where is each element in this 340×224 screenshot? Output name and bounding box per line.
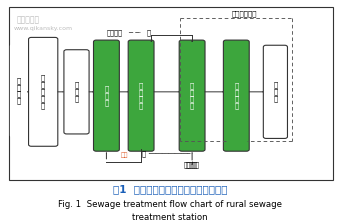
Text: treatment station: treatment station [132,213,208,222]
Text: 格
栅
井: 格 栅 井 [74,82,79,102]
Text: 光伏发电: 光伏发电 [184,161,200,168]
Text: 回流: 回流 [120,153,128,158]
Text: 鼓风机: 鼓风机 [186,162,198,168]
Text: 生
活
污
水: 生 活 污 水 [17,77,21,104]
FancyBboxPatch shape [10,44,28,137]
FancyBboxPatch shape [179,40,205,151]
Text: 图1  乡村污水处理站的污水处理流程图: 图1 乡村污水处理站的污水处理流程图 [113,184,227,194]
FancyBboxPatch shape [94,40,119,151]
Text: 中
间
水
池: 中 间 水 池 [139,82,143,109]
Bar [8,7,333,180]
Text: 预
处
理
系
统: 预 处 理 系 统 [41,75,45,109]
Text: Fig. 1  Sewage treatment flow chart of rural sewage: Fig. 1 Sewage treatment flow chart of ru… [58,200,282,209]
FancyBboxPatch shape [264,45,288,138]
Text: 泵: 泵 [141,150,145,157]
Text: 多层生物滤池: 多层生物滤池 [232,10,257,17]
Text: 光伏发电: 光伏发电 [107,29,123,36]
Text: www.qikansky.com: www.qikansky.com [14,26,73,31]
FancyBboxPatch shape [64,50,89,134]
Text: 人
工
湿
地: 人 工 湿 地 [234,82,238,109]
Text: 期刊天空网: 期刊天空网 [17,16,40,25]
FancyBboxPatch shape [128,40,154,151]
FancyBboxPatch shape [29,37,58,146]
Text: 出
水
池: 出 水 池 [273,82,277,102]
Text: 生
物
滤
池: 生 物 滤 池 [190,82,194,109]
Text: 泵: 泵 [146,29,150,36]
FancyBboxPatch shape [223,40,249,151]
Text: 调
节
池: 调 节 池 [104,86,108,106]
